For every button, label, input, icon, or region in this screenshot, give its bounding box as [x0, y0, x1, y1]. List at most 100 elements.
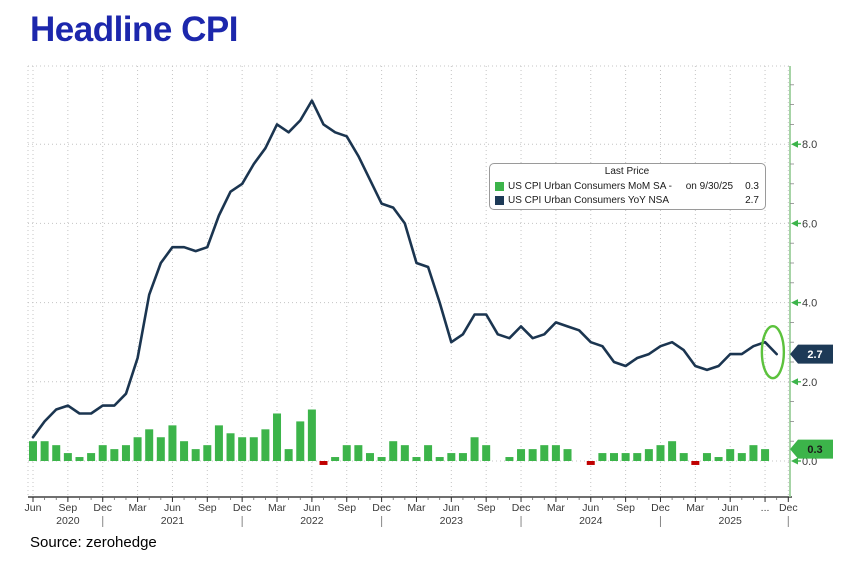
mom-bar — [447, 453, 456, 461]
mom-bar — [121, 445, 130, 461]
mom-bar-negative — [319, 461, 328, 465]
mom-bar — [726, 449, 735, 461]
x-axis: Jun Sep Dec Mar Jun Sep Dec Mar Jun Sep Dec Mar Jun S… — [25, 496, 798, 527]
y-tick-arrow-icon — [791, 378, 798, 386]
mom-bar — [702, 453, 711, 461]
page-title: Headline CPI — [30, 10, 238, 49]
mom-bar — [145, 429, 154, 461]
x-month-label: Jun — [443, 502, 460, 514]
x-month-label: ... — [761, 502, 770, 514]
mom-bar — [133, 437, 142, 461]
mom-bar — [75, 457, 84, 461]
x-month-label: Dec — [93, 502, 112, 514]
x-year-label: 2025 — [719, 515, 743, 527]
mom-bar — [365, 453, 374, 461]
y-tick-arrow-icon — [791, 457, 798, 465]
mom-bars-series — [29, 409, 770, 465]
mom-bar — [679, 453, 688, 461]
x-month-label: Jun — [303, 502, 320, 514]
badge-value: 2.7 — [807, 349, 822, 361]
x-month-label: Dec — [779, 502, 798, 514]
x-month-label: Sep — [59, 502, 78, 514]
y-tick-label: 4.0 — [802, 298, 817, 310]
x-year-label: 2024 — [579, 515, 603, 527]
mom-bar — [400, 445, 409, 461]
mom-bar — [505, 457, 514, 461]
legend-row-yoy: US CPI Urban Consumers YoY NSA 2.7 — [495, 194, 759, 207]
mom-bar-negative — [586, 461, 595, 465]
y-tick-label: 8.0 — [802, 139, 817, 151]
mom-bar — [470, 437, 479, 461]
y-tick-arrow-icon — [791, 299, 798, 307]
mom-bar — [621, 453, 630, 461]
mom-bar — [540, 445, 549, 461]
mom-last-price-badge: 0.3 — [790, 439, 833, 459]
highlight-ellipse — [760, 324, 786, 380]
mom-bar — [482, 445, 491, 461]
mom-bar — [714, 457, 723, 461]
chart-legend: Last Price US CPI Urban Consumers MoM SA… — [489, 163, 766, 210]
mom-bar — [377, 457, 386, 461]
x-year-label: 2021 — [161, 515, 185, 527]
mom-bar — [644, 449, 653, 461]
y-tick-arrow-icon — [791, 219, 798, 227]
x-month-label: Mar — [129, 502, 148, 514]
mom-bar — [458, 453, 467, 461]
mom-bar — [63, 453, 72, 461]
yoy-line — [31, 99, 779, 439]
mom-bar — [180, 441, 189, 461]
legend-date-mom: on 9/30/25 — [685, 180, 733, 192]
mom-bar — [610, 453, 618, 461]
mom-bar — [273, 413, 282, 461]
mom-bar — [98, 445, 107, 461]
mom-bar — [737, 453, 746, 461]
mom-bar — [656, 445, 665, 461]
mom-bar — [307, 409, 316, 461]
legend-label-mom: US CPI Urban Consumers MoM SA - — [508, 180, 672, 192]
mom-bar — [87, 453, 96, 461]
x-month-label: Sep — [616, 502, 635, 514]
mom-bar — [238, 437, 247, 461]
mom-bar — [52, 445, 61, 461]
yoy-last-price-badge: 2.7 — [790, 344, 833, 364]
mom-bar — [331, 457, 340, 461]
x-month-label: Jun — [25, 502, 42, 514]
y-axis: 0.0 2.0 4.0 6.0 8.0 — [789, 66, 817, 497]
mom-bar-negative — [691, 461, 700, 465]
x-month-label: Dec — [233, 502, 252, 514]
x-month-label: Sep — [477, 502, 496, 514]
x-month-label: Mar — [547, 502, 566, 514]
mom-bar — [168, 425, 177, 461]
mom-bar — [342, 445, 351, 461]
mom-bar — [261, 429, 270, 461]
legend-value-yoy: 2.7 — [745, 195, 759, 206]
x-month-label: Mar — [268, 502, 287, 514]
mom-bar — [354, 445, 363, 461]
gridlines — [27, 65, 790, 497]
mom-bar — [284, 449, 293, 461]
mom-bar — [296, 421, 305, 461]
mom-bar — [598, 453, 607, 461]
legend-row-mom: US CPI Urban Consumers MoM SA - on 9/30/… — [495, 180, 759, 193]
mom-bar — [389, 441, 398, 461]
y-tick-arrow-icon — [791, 140, 798, 148]
x-month-label: Mar — [407, 502, 426, 514]
x-year-label: 2023 — [440, 515, 464, 527]
x-month-label: Sep — [198, 502, 217, 514]
source-credit: Source: zerohedge — [30, 534, 157, 551]
x-month-label: Dec — [512, 502, 531, 514]
legend-swatch-mom-icon — [495, 181, 504, 191]
badge-shape — [790, 344, 833, 364]
x-month-label: Dec — [372, 502, 391, 514]
legend-label-yoy: US CPI Urban Consumers YoY NSA — [508, 195, 670, 206]
mom-bar — [668, 441, 677, 461]
mom-bar — [435, 457, 444, 461]
mom-bar — [412, 457, 421, 461]
x-month-label: Sep — [337, 502, 356, 514]
badge-value: 0.3 — [807, 444, 822, 456]
x-month-label: Jun — [164, 502, 181, 514]
x-year-label: 2020 — [56, 515, 80, 527]
mom-bar — [517, 449, 526, 461]
